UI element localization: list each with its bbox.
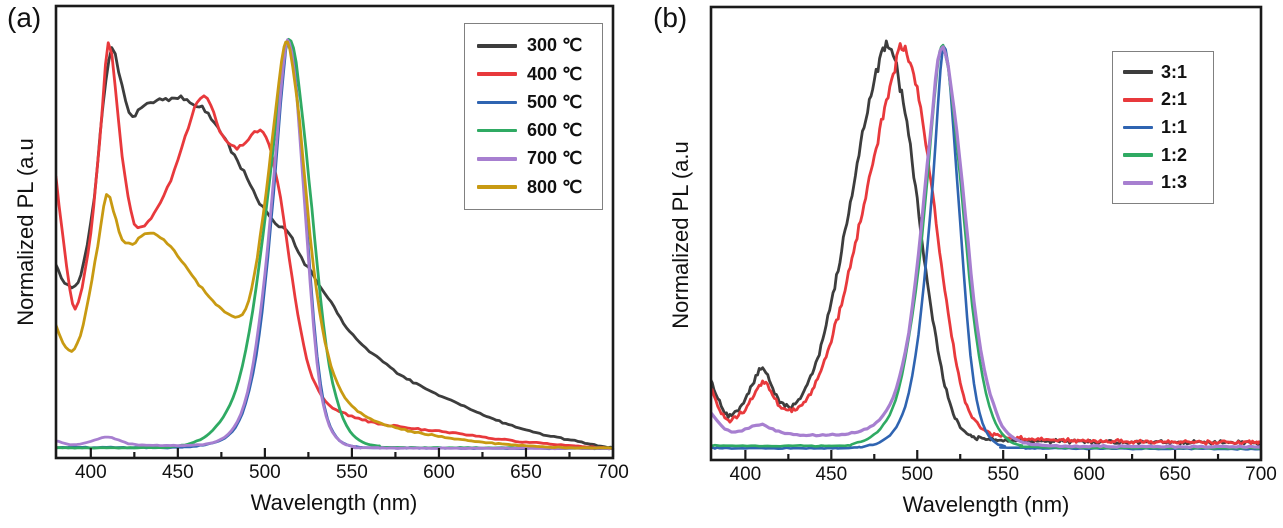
legend-label: 1:3 — [1161, 172, 1188, 193]
legend-line-swatch — [477, 44, 517, 48]
legend-label: 1:1 — [1161, 116, 1188, 137]
panel-a-y-axis-title: Normalized PL (a.u — [13, 138, 38, 326]
panel-b-label: (b) — [653, 2, 688, 33]
x-tick-label: 400 — [74, 462, 107, 483]
curves — [57, 37, 612, 451]
legend-item: 3:1 — [1113, 62, 1213, 83]
panel-b-legend: 3:1 2:1 1:1 1:2 1:3 — [1112, 51, 1214, 204]
panel-a-legend: 300 ℃ 400 ℃ 500 ℃ 600 ℃ 700 ℃ 800 ℃ — [464, 23, 603, 210]
panel-a-plot — [54, 4, 615, 460]
x-tick-label: 450 — [815, 464, 848, 485]
legend-label: 800 ℃ — [527, 176, 583, 197]
x-tick-label: 550 — [987, 464, 1020, 485]
curve-1:2 — [712, 43, 1260, 450]
legend-line-swatch — [477, 185, 517, 189]
x-tick-label: 700 — [597, 462, 629, 483]
legend-item: 1:1 — [1113, 117, 1213, 138]
legend-line-swatch — [1123, 70, 1153, 74]
legend-item: 300 ℃ — [465, 35, 602, 56]
legend-line-swatch — [1123, 153, 1153, 157]
x-tick-label: 650 — [510, 462, 542, 483]
curve-1:3 — [712, 45, 1260, 450]
x-tick-label: 700 — [1245, 464, 1277, 485]
legend-item: 400 ℃ — [465, 64, 602, 85]
x-axis-ticks — [744, 450, 1263, 459]
legend-label: 500 ℃ — [527, 91, 583, 112]
legend-label: 300 ℃ — [527, 35, 583, 56]
legend-label: 3:1 — [1161, 61, 1188, 82]
x-tick-label: 600 — [423, 462, 455, 483]
panel-b-x-axis-title: Wavelength (nm) — [902, 492, 1070, 517]
legend-line-swatch — [1123, 98, 1153, 102]
legend-label: 2:1 — [1161, 89, 1188, 110]
legend-label: 600 ℃ — [527, 120, 583, 141]
panel-a-label: (a) — [7, 2, 42, 33]
legend-label: 400 ℃ — [527, 63, 583, 84]
x-tick-label: 500 — [249, 462, 281, 483]
x-tick-label: 500 — [901, 464, 934, 485]
legend-label: 1:2 — [1161, 144, 1188, 165]
curves — [712, 39, 1260, 451]
x-tick-label: 650 — [1159, 464, 1191, 485]
legend-item: 800 ℃ — [465, 177, 602, 198]
x-tick-label: 550 — [336, 462, 368, 483]
x-tick-label: 400 — [729, 464, 762, 485]
legend-line-swatch — [477, 157, 517, 161]
legend-item: 600 ℃ — [465, 120, 602, 141]
plot-frame — [709, 5, 1263, 462]
curve-700C — [57, 38, 612, 451]
legend-item: 500 ℃ — [465, 92, 602, 113]
panel-a-x-axis-title: Wavelength (nm) — [250, 490, 418, 515]
x-tick-label: 600 — [1073, 464, 1105, 485]
plot-frame — [54, 4, 615, 460]
legend-item: 700 ℃ — [465, 148, 602, 169]
panel-b-y-axis-title: Normalized PL (a.u — [668, 141, 693, 329]
x-axis-ticks — [89, 448, 615, 457]
legend-line-swatch — [477, 72, 517, 76]
legend-item: 1:2 — [1113, 145, 1213, 166]
curve-800C — [57, 40, 612, 450]
x-tick-label: 450 — [161, 462, 194, 483]
legend-line-swatch — [477, 100, 517, 105]
panel-b-plot — [709, 5, 1263, 462]
legend-item: 1:3 — [1113, 172, 1213, 193]
legend-line-swatch — [1123, 125, 1153, 130]
legend-label: 700 ℃ — [527, 148, 583, 169]
curve-300C — [57, 46, 612, 450]
legend-line-swatch — [1123, 181, 1153, 185]
legend-line-swatch — [477, 128, 517, 133]
legend-item: 2:1 — [1113, 89, 1213, 110]
